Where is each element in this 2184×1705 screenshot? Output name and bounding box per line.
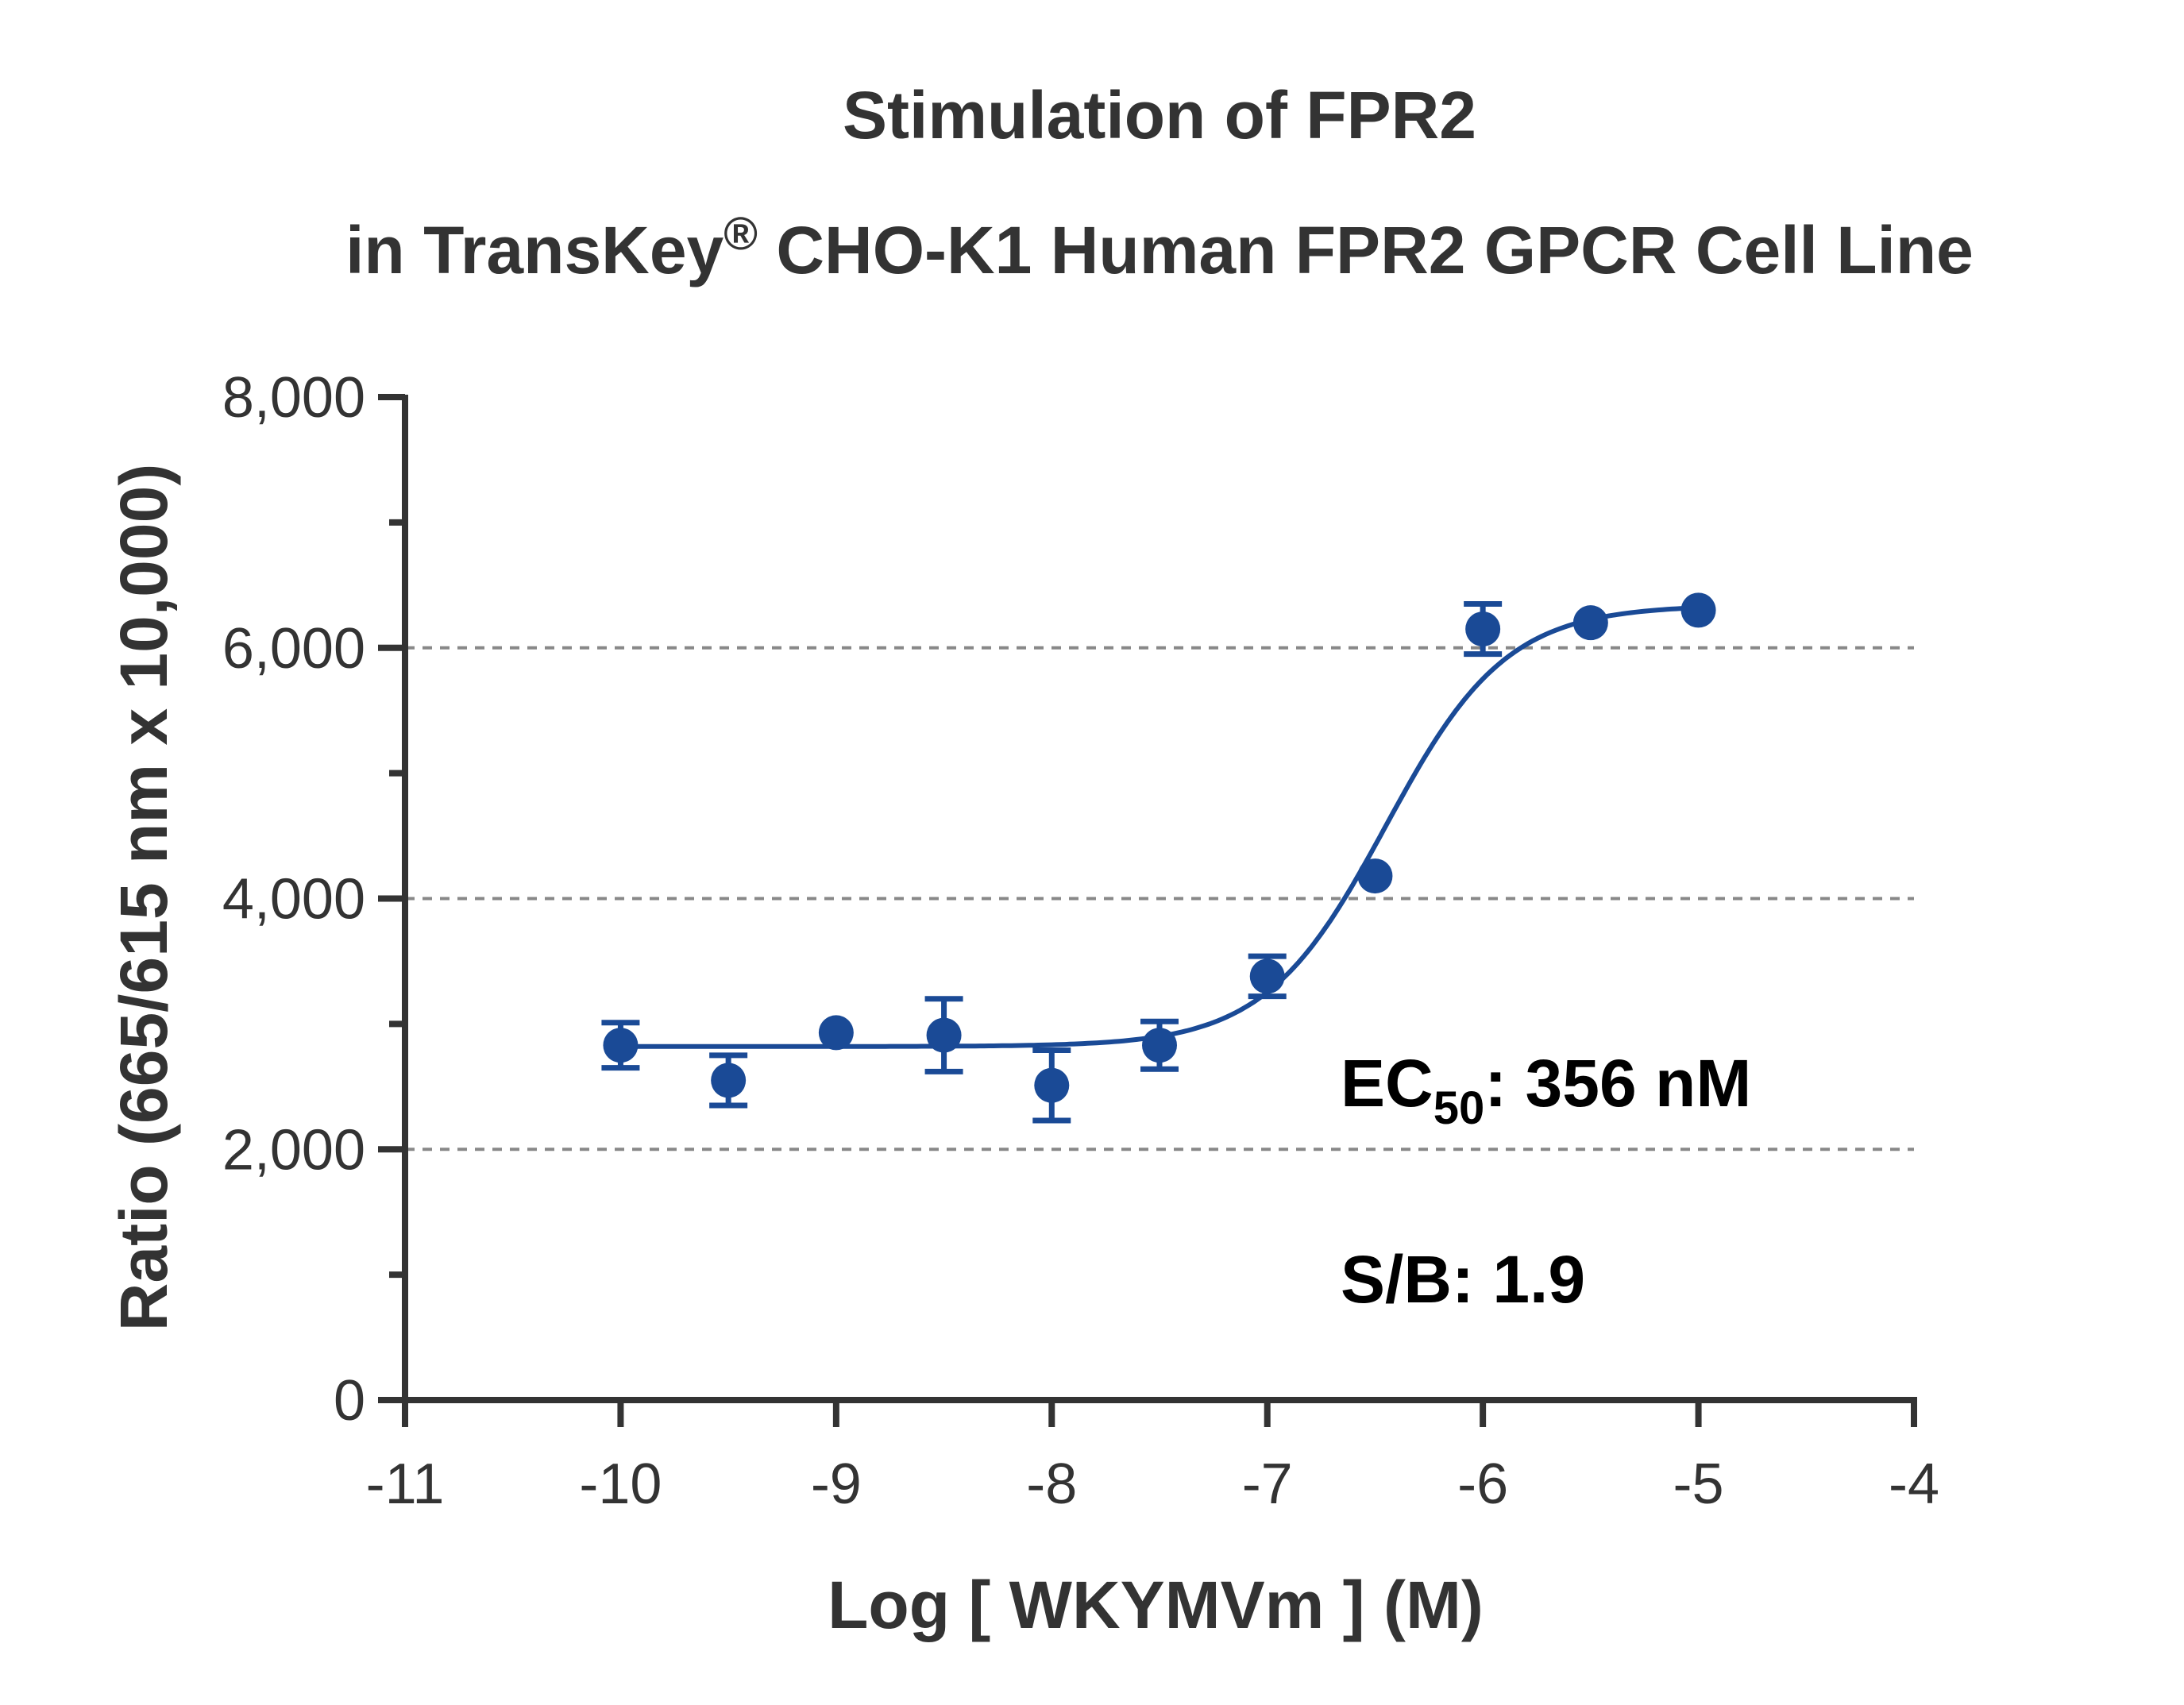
y-axis-title: Ratio (665/615 nm x 10,000) xyxy=(106,464,181,1332)
fit-curve-group xyxy=(620,605,1699,1049)
gridlines xyxy=(405,646,1914,1151)
data-point-5 xyxy=(1142,1028,1177,1063)
chart-title-line2-prefix: in TransKey xyxy=(345,213,723,287)
y-tick-label-0: 0 xyxy=(334,1369,365,1433)
chart-title-line2-sup: ® xyxy=(723,208,758,260)
y-tick-label-4000: 4,000 xyxy=(222,868,365,932)
x-tick-label--6: -6 xyxy=(1457,1452,1508,1516)
data-points-group xyxy=(601,592,1716,1124)
data-point-6 xyxy=(1249,959,1285,994)
data-point-0 xyxy=(603,1028,639,1063)
ec50-subscript: 50 xyxy=(1433,1082,1485,1134)
data-point-3 xyxy=(926,1017,962,1053)
data-point-10 xyxy=(1680,592,1716,628)
x-tick-label--10: -10 xyxy=(579,1452,662,1516)
ec50-prefix: EC xyxy=(1341,1046,1433,1121)
data-point-8 xyxy=(1465,611,1501,647)
x-tick-label--4: -4 xyxy=(1889,1452,1939,1516)
x-tick-label--8: -8 xyxy=(1026,1452,1077,1516)
y-tick-label-8000: 8,000 xyxy=(222,366,365,430)
ec50-suffix: : 356 nM xyxy=(1484,1046,1751,1121)
data-point-4 xyxy=(1034,1067,1070,1103)
x-tick-label--11: -11 xyxy=(366,1452,445,1516)
data-point-1 xyxy=(711,1063,747,1098)
chart-title-line2-suffix: CHO-K1 Human FPR2 GPCR Cell Line xyxy=(758,213,1974,287)
x-axis-title: Log [ WKYMVm ] (M) xyxy=(828,1568,1484,1642)
axes: 0 2,000 4,000 6,000 8,000 -11 -10 -9 -8 -7 -6 -5 -4 xyxy=(222,366,1939,1516)
sb-annotation: S/B: 1.9 xyxy=(1341,1242,1585,1317)
chart-title-line2: in TransKey® CHO-K1 Human FPR2 GPCR Cell… xyxy=(345,208,1974,287)
x-tick-label--7: -7 xyxy=(1242,1452,1293,1516)
y-tick-label-6000: 6,000 xyxy=(222,617,365,681)
y-tick-label-2000: 2,000 xyxy=(222,1118,365,1182)
x-tick-label--9: -9 xyxy=(811,1452,862,1516)
x-tick-label--5: -5 xyxy=(1673,1452,1724,1516)
fit-curve xyxy=(620,605,1699,1049)
data-point-2 xyxy=(818,1015,854,1051)
ec50-annotation: EC50: 356 nM xyxy=(1341,1046,1751,1134)
data-point-9 xyxy=(1572,605,1608,641)
data-point-7 xyxy=(1357,858,1393,894)
chart-title-line1: Stimulation of FPR2 xyxy=(843,78,1476,152)
